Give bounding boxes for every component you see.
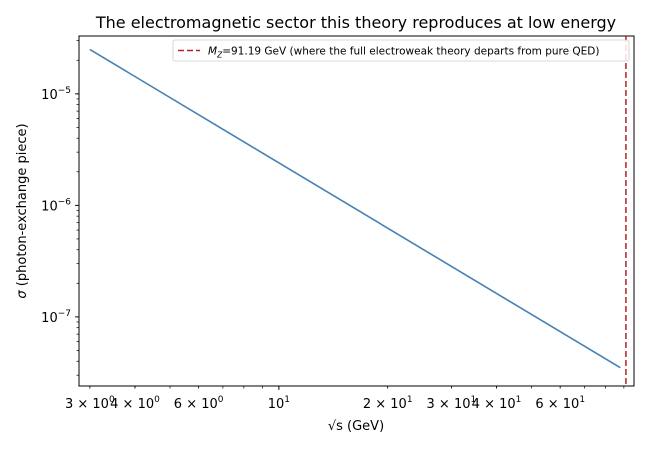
plot-border: [78, 35, 635, 387]
x-tick-label: 3 × 100: [65, 395, 115, 412]
x-tick-label: 6 × 101: [535, 395, 585, 412]
x-tick-label: 4 × 100: [110, 395, 160, 412]
plot-area: [89, 36, 627, 386]
y-tick-label: 10−7: [41, 309, 71, 326]
x-tick-label: 6 × 100: [174, 395, 224, 412]
x-tick-label: 3 × 101: [427, 395, 477, 412]
y-axis: 10−5 10−6 10−7: [41, 40, 79, 376]
plot-frame: [78, 35, 635, 387]
legend-box: [172, 39, 630, 62]
x-tick-label: 101: [268, 395, 290, 412]
x-axis-label: √s (GeV): [328, 419, 384, 434]
chart-title: The electromagnetic sector this theory r…: [95, 13, 616, 32]
y-axis-label: σ (photon-exchange piece): [15, 123, 30, 298]
x-tick-label: 4 × 101: [472, 395, 522, 412]
legend: MZ=91.19 GeV (where the full electroweak…: [172, 39, 630, 62]
series-line: [89, 48, 621, 369]
y-tick-label: 10−5: [41, 86, 71, 103]
x-tick-label: 2 × 101: [363, 395, 413, 412]
legend-entry-label: MZ=91.19 GeV (where the full electroweak…: [208, 46, 599, 60]
y-tick-label: 10−6: [41, 197, 71, 214]
